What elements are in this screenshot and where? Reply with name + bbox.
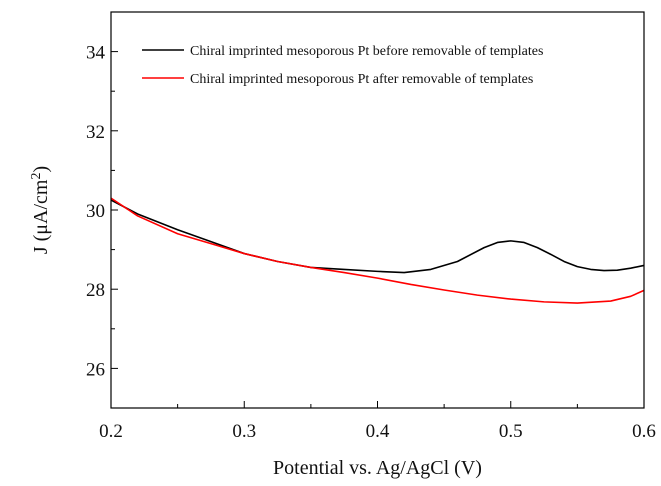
series-line-after xyxy=(110,197,645,304)
plot-area xyxy=(110,197,645,304)
x-tick-label: 0.6 xyxy=(632,421,656,442)
x-tick-label: 0.5 xyxy=(499,421,523,442)
y-axis-title-suffix: ) xyxy=(30,166,52,173)
legend: Chiral imprinted mesoporous Pt before re… xyxy=(142,44,543,87)
legend-label-after: Chiral imprinted mesoporous Pt after rem… xyxy=(190,72,533,87)
legend-label-before: Chiral imprinted mesoporous Pt before re… xyxy=(190,44,543,59)
y-tick-label: 28 xyxy=(86,280,105,301)
y-axis-title: J (μA/cm2) xyxy=(29,166,53,254)
x-axis-title: Potential vs. Ag/AgCl (V) xyxy=(273,457,482,479)
y-tick-label: 34 xyxy=(86,43,106,64)
series-line-before xyxy=(110,199,645,274)
y-tick-label: 32 xyxy=(86,122,105,143)
y-axis-title-unit: μA/cm xyxy=(30,179,52,235)
y-axis-title-prefix: J ( xyxy=(30,234,52,254)
y-tick-label: 30 xyxy=(86,201,105,222)
x-tick-label: 0.4 xyxy=(366,421,390,442)
y-tick-label: 26 xyxy=(86,359,105,380)
x-tick-label: 0.2 xyxy=(99,421,123,442)
y-axis-title-sup: 2 xyxy=(29,173,44,180)
axes: 0.2 0.3 0.4 0.5 0.6 26 28 30 32 34 xyxy=(86,11,656,442)
x-tick-label: 0.3 xyxy=(232,421,256,442)
